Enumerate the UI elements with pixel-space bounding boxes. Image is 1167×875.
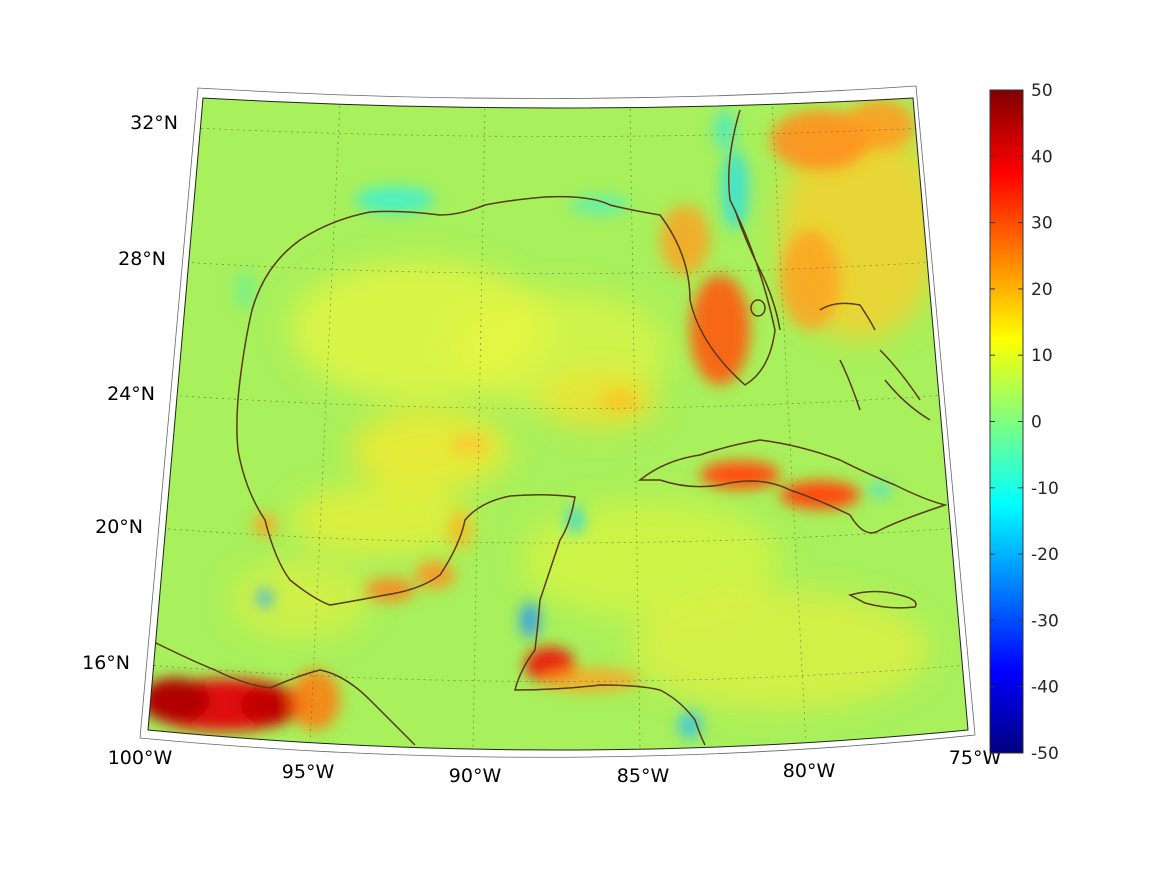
field-yellow-patches (230, 120, 940, 710)
lon-label-100w: 100°W (108, 747, 173, 769)
lon-label-80w: 80°W (783, 760, 836, 782)
colorbar-label: -10 (1031, 479, 1059, 499)
latitude-labels: 32°N 28°N 24°N 20°N 16°N (82, 112, 178, 674)
map-frame (139, 85, 976, 758)
graticule (148, 99, 968, 749)
colorbar-ticks: 50 40 30 20 10 0 -10 -20 -30 -40 -50 (990, 81, 1059, 764)
lon-label-95w: 95°W (282, 761, 335, 783)
lat-label-24n: 24°N (107, 383, 155, 405)
colorbar-label: 10 (1031, 346, 1053, 366)
colorbar-label: -40 (1031, 678, 1059, 698)
colorbar-label: 0 (1031, 413, 1042, 433)
colorbar-label: -50 (1031, 744, 1059, 764)
lon-label-75w: 75°W (949, 747, 1002, 769)
colorbar-label: 30 (1031, 214, 1053, 234)
colorbar-label: -20 (1031, 545, 1059, 565)
colorbar-label: 50 (1031, 81, 1053, 101)
lat-label-28n: 28°N (118, 248, 166, 270)
lat-label-20n: 20°N (95, 516, 143, 538)
lat-label-32n: 32°N (130, 112, 178, 134)
colorbar-label: 20 (1031, 280, 1053, 300)
field-negative-spots (235, 110, 892, 739)
colorbar-label: -30 (1031, 611, 1059, 631)
longitude-labels: 100°W 95°W 90°W 85°W 80°W 75°W (108, 747, 1002, 787)
data-field (148, 98, 968, 750)
field-positive-hotspots (148, 100, 915, 731)
colorbar-label: 40 (1031, 147, 1053, 167)
lon-label-90w: 90°W (449, 765, 502, 787)
colorbar: 50 40 30 20 10 0 -10 -20 -30 -40 -50 (989, 81, 1059, 764)
lon-label-85w: 85°W (617, 765, 670, 787)
coastlines (149, 109, 948, 746)
lat-label-16n: 16°N (82, 652, 130, 674)
